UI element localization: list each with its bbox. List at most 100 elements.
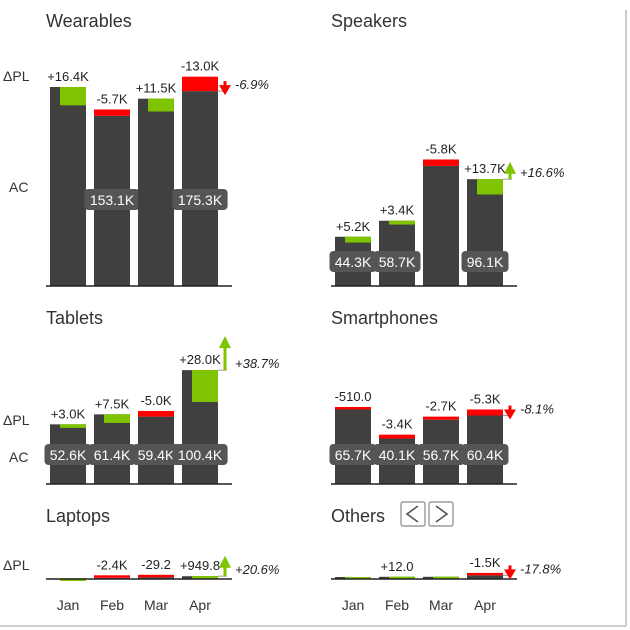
panel-title: Wearables [46, 11, 132, 31]
delta-negative-segment [138, 574, 174, 578]
bar-ac [467, 575, 503, 579]
total-delta-percent: +20.6% [235, 562, 279, 577]
value-label: 65.7K [335, 447, 372, 463]
delta-label: -29.2 [141, 557, 171, 572]
value-label-box [172, 444, 228, 465]
arrow-down-icon [504, 569, 516, 580]
previous-button[interactable] [400, 501, 426, 527]
chart-panel-wearables: Wearables +16.4K -5.7K 153.1K +11.5K -13.0K 17… [46, 11, 269, 287]
value-label: 100.4K [178, 447, 223, 463]
value-label-box [373, 444, 421, 465]
delta-label: +5.2K [336, 219, 371, 234]
delta-negative-segment [182, 76, 218, 92]
value-label: 96.1K [467, 254, 504, 270]
row-label-delta: ΔPL [3, 68, 30, 84]
value-label-box [329, 444, 377, 465]
total-delta-percent: -17.8% [520, 561, 561, 576]
delta-negative-segment [423, 159, 459, 166]
category-label: Apr [474, 597, 496, 613]
value-label-box [172, 189, 228, 210]
delta-negative-segment [379, 434, 415, 439]
delta-positive-segment [62, 87, 86, 106]
delta-label: -2.7K [425, 399, 456, 414]
delta-label: -5.7K [96, 91, 127, 106]
chart-panel-others: Others +12.0 -1.5K -17.8% Jan Feb Mar Apr [331, 506, 561, 613]
delta-negative-segment [138, 410, 174, 417]
next-button[interactable] [428, 501, 454, 527]
total-delta-percent: -8.1% [520, 401, 554, 416]
total-delta-percent: +38.7% [235, 356, 279, 371]
delta-label: -1.5K [469, 555, 500, 570]
panel-title: Speakers [331, 11, 407, 31]
delta-negative-segment [467, 409, 503, 416]
delta-positive-segment [194, 576, 218, 579]
delta-label: +7.5K [95, 396, 130, 411]
total-delta-percent: -6.9% [235, 77, 269, 92]
panel-title: Others [331, 506, 385, 526]
value-label: 61.4K [94, 447, 131, 463]
row-label-delta: ΔPL [3, 557, 30, 573]
value-label-box [461, 251, 509, 272]
value-label-box [44, 444, 92, 465]
chevron-right-icon [435, 505, 449, 523]
row-label-actual: AC [9, 449, 28, 465]
arrow-up-icon [219, 336, 231, 349]
value-label: 175.3K [178, 192, 223, 208]
delta-positive-segment [391, 576, 415, 580]
chart-panel-speakers: Speakers +5.2K 44.3K +3.4K 58.7K -5.8K +13.7K 9… [329, 11, 564, 287]
value-label-box [417, 444, 465, 465]
delta-label: +949.8 [180, 558, 220, 573]
row-label-delta: ΔPL [3, 412, 30, 428]
category-label: Jan [342, 597, 365, 613]
value-label-box [461, 444, 509, 465]
category-label: Mar [144, 597, 168, 613]
delta-negative-segment [467, 572, 503, 576]
delta-positive-segment [106, 414, 130, 423]
arrow-up-icon [219, 555, 231, 568]
value-label: 44.3K [335, 254, 372, 270]
value-label-box [132, 444, 180, 465]
row-label-actual: AC [9, 179, 28, 195]
delta-label: +13.7K [464, 161, 506, 176]
delta-negative-segment [94, 575, 130, 578]
delta-label: -2.4K [96, 557, 127, 572]
delta-label: -510.0 [335, 389, 372, 404]
category-label: Feb [100, 597, 124, 613]
chart-panel-tablets: Tablets +3.0K 52.6K +7.5K 61.4K -5.0K 59.4K +28… [44, 308, 279, 485]
category-label: Jan [57, 597, 80, 613]
delta-label: +12.0 [381, 559, 414, 574]
delta-label: -5.0K [140, 393, 171, 408]
value-label-box [329, 251, 377, 272]
delta-positive-segment [194, 370, 218, 402]
value-label-box [84, 189, 140, 210]
panel-title: Laptops [46, 506, 110, 526]
delta-negative-segment [423, 416, 459, 420]
delta-positive-segment [391, 220, 415, 225]
arrow-up-icon [504, 161, 516, 174]
value-label: 40.1K [379, 447, 416, 463]
delta-label: +3.0K [51, 406, 86, 421]
value-label-box [373, 251, 421, 272]
delta-negative-segment [335, 406, 371, 410]
total-delta-percent: +16.6% [520, 165, 564, 180]
delta-label: +28.0K [179, 352, 221, 367]
bar-ac [423, 165, 459, 286]
value-label: 153.1K [90, 192, 135, 208]
delta-positive-segment [62, 424, 86, 428]
panel-title: Tablets [46, 308, 103, 328]
category-label: Feb [385, 597, 409, 613]
delta-label: +16.4K [47, 69, 89, 84]
bar-ac [50, 87, 86, 286]
chevron-left-icon [405, 505, 419, 523]
delta-negative-segment [94, 109, 130, 116]
delta-label: +11.5K [136, 81, 177, 96]
delta-positive-segment [435, 576, 459, 580]
chart-panel-laptops: Laptops -2.4K -29.2 +949.8 +20.6% Jan Feb Mar Ap… [46, 506, 279, 613]
delta-label: -5.3K [469, 391, 500, 406]
delta-positive-segment [479, 179, 503, 195]
value-label: 52.6K [50, 447, 87, 463]
value-label: 60.4K [467, 447, 504, 463]
delta-label: -5.8K [425, 141, 456, 156]
category-label: Apr [189, 597, 211, 613]
